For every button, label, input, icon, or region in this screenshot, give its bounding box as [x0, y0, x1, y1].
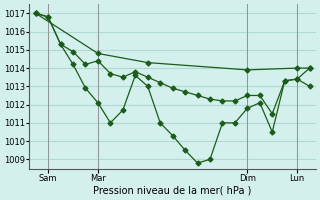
X-axis label: Pression niveau de la mer( hPa ): Pression niveau de la mer( hPa ): [93, 186, 252, 196]
